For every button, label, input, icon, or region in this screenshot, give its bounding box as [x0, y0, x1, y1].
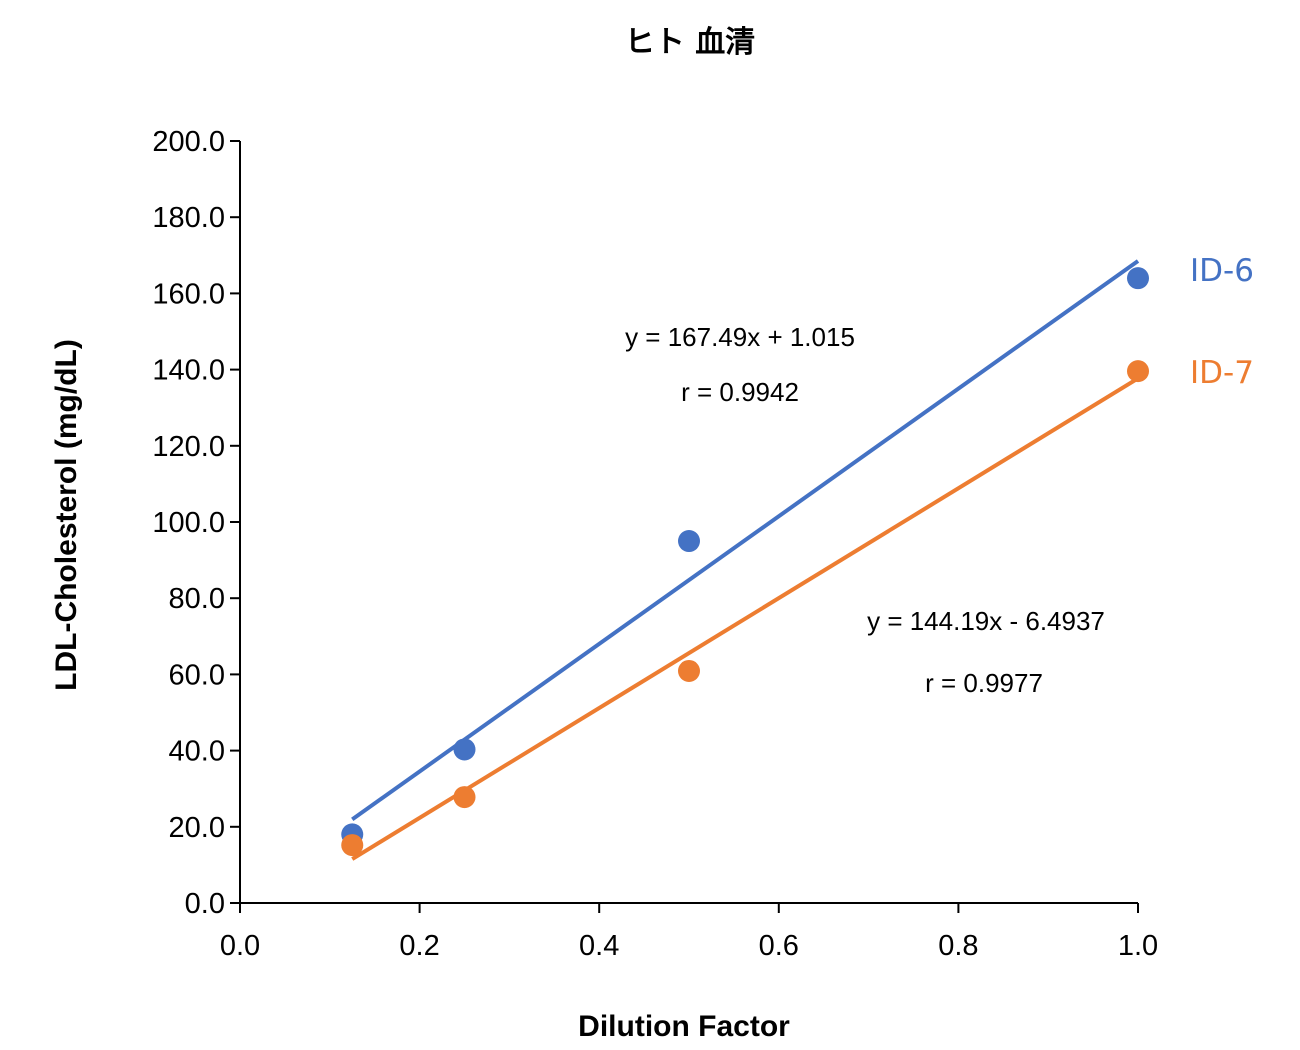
y-tick-label: 40.0: [169, 736, 225, 768]
data-point-id-6: [678, 530, 700, 553]
y-axis-title: LDL-Cholesterol (mg/dL): [50, 339, 83, 691]
trendlines: [351, 259, 1140, 861]
data-point-id-7: [341, 834, 364, 857]
y-tick-label: 60.0: [169, 659, 225, 691]
x-tick-label: 0.4: [579, 930, 619, 962]
x-axis-title: Dilution Factor: [578, 1010, 790, 1043]
trendline-id-6: [351, 259, 1140, 821]
data-points: [341, 267, 1149, 857]
x-tick-label: 0.6: [759, 930, 799, 962]
y-tick-label: 120.0: [152, 431, 225, 463]
data-point-id-6: [453, 738, 476, 761]
trendline-id-7: [351, 376, 1140, 861]
y-tick-label: 80.0: [169, 583, 225, 615]
data-point-id-7: [453, 786, 476, 809]
y-ticks: 0.0 20.0 40.0 60.0 80.0 100.0 120.0 140.0 160.0 1…: [152, 126, 240, 920]
chart-title: ヒト 血清: [625, 25, 755, 60]
equation-id6: y = 167.49x + 1.015: [625, 322, 855, 352]
y-tick-label: 0.0: [185, 888, 225, 920]
y-tick-label: 180.0: [152, 202, 225, 234]
data-point-id-7: [678, 659, 700, 682]
r-value-id6: r = 0.9942: [681, 377, 799, 407]
r-value-id7: r = 0.9977: [925, 668, 1043, 698]
axes: [239, 141, 1138, 904]
data-point-id-6: [1127, 267, 1149, 290]
x-tick-label: 0.8: [938, 930, 978, 962]
data-point-id-7: [1127, 360, 1149, 383]
x-ticks: 0.0 0.2 0.4 0.6 0.8 1.0: [220, 903, 1158, 962]
y-tick-label: 100.0: [152, 507, 225, 539]
series-label-id6: ID-6: [1190, 253, 1254, 289]
y-tick-label: 140.0: [152, 355, 225, 387]
y-tick-label: 160.0: [152, 278, 225, 310]
x-tick-label: 0.2: [399, 930, 439, 962]
y-tick-label: 20.0: [169, 812, 225, 844]
x-tick-label: 0.0: [220, 930, 260, 962]
x-tick-label: 1.0: [1118, 930, 1158, 962]
series-label-id7: ID-7: [1190, 355, 1254, 391]
y-tick-label: 200.0: [152, 126, 225, 158]
equation-id7: y = 144.19x - 6.4937: [867, 606, 1105, 636]
